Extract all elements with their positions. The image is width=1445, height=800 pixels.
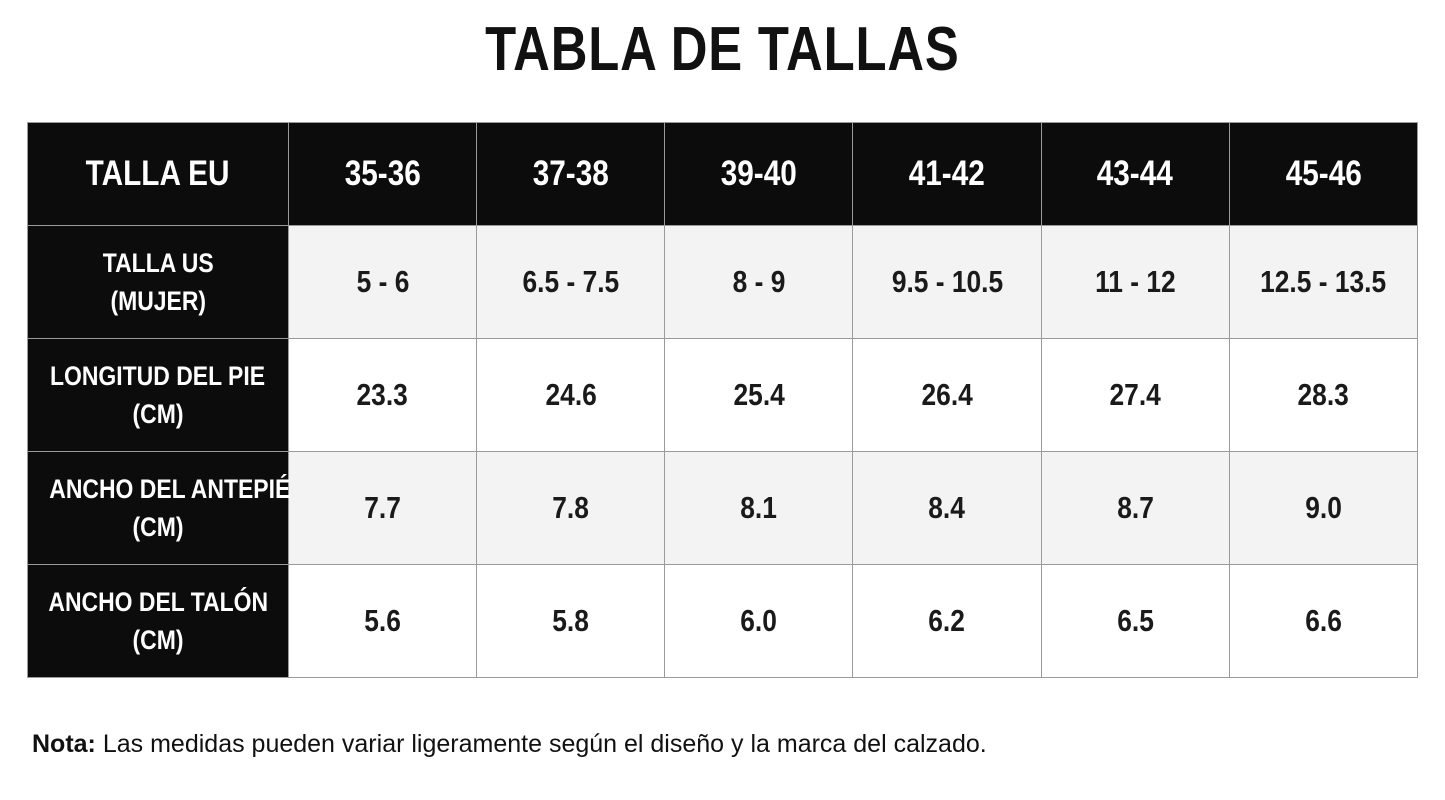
table-row: TALLA US (MUJER) 5 - 6 6.5 - 7.5 8 - 9 9.5 - …: [27, 225, 1419, 339]
row-label-cell: LONGITUD DEL PIE (CM): [27, 338, 289, 452]
note-text: Las medidas pueden variar ligeramente se…: [102, 730, 987, 758]
data-cell: 7.8: [476, 451, 666, 565]
header-cell: 41-42: [852, 122, 1042, 226]
row-label-line: (CM): [132, 512, 184, 542]
data-cell: 23.3: [287, 338, 478, 452]
cell-text: 5.8: [552, 603, 590, 638]
header-cell: 37-38: [476, 122, 666, 226]
cell-text: 7.8: [552, 490, 590, 525]
table-header: TALLA EU 35-36 37-38 39-40 41-42 43-44 45-46: [27, 122, 1419, 226]
data-cell: 7.7: [287, 451, 478, 565]
cell-text: 11 - 12: [1094, 264, 1176, 299]
data-cell: 8.4: [852, 451, 1042, 565]
cell-text: 28.3: [1297, 377, 1350, 412]
row-label-line: TALLA US: [102, 248, 214, 278]
data-cell: 6.2: [852, 564, 1042, 678]
data-cell: 6.5: [1040, 564, 1230, 678]
row-label-cell: TALLA US (MUJER): [27, 225, 289, 339]
row-label-line: LONGITUD DEL PIE: [50, 361, 266, 391]
cell-text: 6.2: [928, 603, 966, 638]
data-cell: 24.6: [476, 338, 666, 452]
cell-text: 8.1: [740, 490, 778, 525]
row-label-line: ANCHO DEL TALÓN: [48, 587, 268, 617]
header-text: 41-42: [908, 154, 986, 193]
table-row: LONGITUD DEL PIE (CM) 23.3 24.6 25.4 26.4 27.4…: [27, 338, 1419, 452]
data-cell: 26.4: [852, 338, 1042, 452]
cell-text: 5.6: [364, 603, 401, 638]
header-text: 39-40: [720, 154, 797, 193]
cell-text: 6.5 - 7.5: [522, 264, 620, 299]
header-row: TALLA EU 35-36 37-38 39-40 41-42 43-44 45-46: [27, 122, 1419, 226]
data-cell: 25.4: [664, 338, 854, 452]
data-cell: 8.7: [1040, 451, 1230, 565]
data-cell: 9.0: [1228, 451, 1419, 565]
cell-text: 9.5 - 10.5: [891, 264, 1003, 299]
row-label-line: (CM): [132, 399, 184, 429]
header-text: 45-46: [1285, 154, 1362, 193]
row-label-cell: ANCHO DEL ANTEPIÉ (CM): [27, 451, 291, 565]
table-row: ANCHO DEL ANTEPIÉ (CM) 7.7 7.8 8.1 8.4 8.7 9.0: [27, 451, 1419, 565]
cell-text: 8 - 9: [732, 264, 786, 299]
cell-text: 23.3: [356, 377, 409, 412]
cell-text: 6.6: [1305, 603, 1342, 638]
table-body: TALLA US (MUJER) 5 - 6 6.5 - 7.5 8 - 9 9.5 - …: [27, 225, 1419, 678]
note: Nota: Las medidas pueden variar ligerame…: [32, 730, 987, 759]
row-label-line: (MUJER): [110, 286, 206, 316]
cell-text: 12.5 - 13.5: [1260, 264, 1387, 299]
title: TABLA DE TALLAS: [0, 14, 1445, 85]
header-cell: 43-44: [1040, 122, 1230, 226]
data-cell: 12.5 - 13.5: [1228, 225, 1419, 339]
header-cell: 35-36: [287, 122, 478, 226]
note-label: Nota:: [32, 730, 96, 758]
cell-text: 9.0: [1305, 490, 1342, 525]
row-label-line: (CM): [132, 625, 184, 655]
data-cell: 8 - 9: [664, 225, 854, 339]
cell-text: 26.4: [921, 377, 973, 412]
data-cell: 11 - 12: [1040, 225, 1230, 339]
row-label-cell: ANCHO DEL TALÓN (CM): [27, 564, 289, 678]
row-label-line: ANCHO DEL ANTEPIÉ: [49, 474, 291, 504]
table-row: ANCHO DEL TALÓN (CM) 5.6 5.8 6.0 6.2 6.5 6.6: [27, 564, 1419, 678]
data-cell: 28.3: [1228, 338, 1419, 452]
data-cell: 5.6: [287, 564, 478, 678]
header-text: 35-36: [344, 154, 421, 193]
cell-text: 27.4: [1109, 377, 1161, 412]
cell-text: 5 - 6: [356, 264, 409, 299]
cell-text: 8.7: [1116, 490, 1154, 525]
cell-text: 7.7: [364, 490, 401, 525]
cell-text: 6.0: [740, 603, 778, 638]
header-text: TALLA EU: [86, 154, 230, 193]
data-cell: 6.0: [664, 564, 854, 678]
title-text: TABLA DE TALLAS: [485, 15, 960, 84]
data-cell: 9.5 - 10.5: [852, 225, 1042, 339]
cell-text: 24.6: [545, 377, 597, 412]
data-cell: 27.4: [1040, 338, 1230, 452]
size-table: TALLA EU 35-36 37-38 39-40 41-42 43-44 45-46 T…: [27, 122, 1419, 678]
data-cell: 6.6: [1228, 564, 1419, 678]
cell-text: 8.4: [928, 490, 966, 525]
data-cell: 6.5 - 7.5: [476, 225, 666, 339]
cell-text: 6.5: [1116, 603, 1154, 638]
header-text: 37-38: [532, 154, 609, 193]
data-cell: 8.1: [664, 451, 854, 565]
cell-text: 25.4: [733, 377, 785, 412]
header-text: 43-44: [1097, 154, 1174, 193]
data-cell: 5 - 6: [287, 225, 478, 339]
header-cell: TALLA EU: [27, 122, 289, 226]
data-cell: 5.8: [476, 564, 666, 678]
header-cell: 39-40: [664, 122, 854, 226]
header-cell: 45-46: [1228, 122, 1419, 226]
